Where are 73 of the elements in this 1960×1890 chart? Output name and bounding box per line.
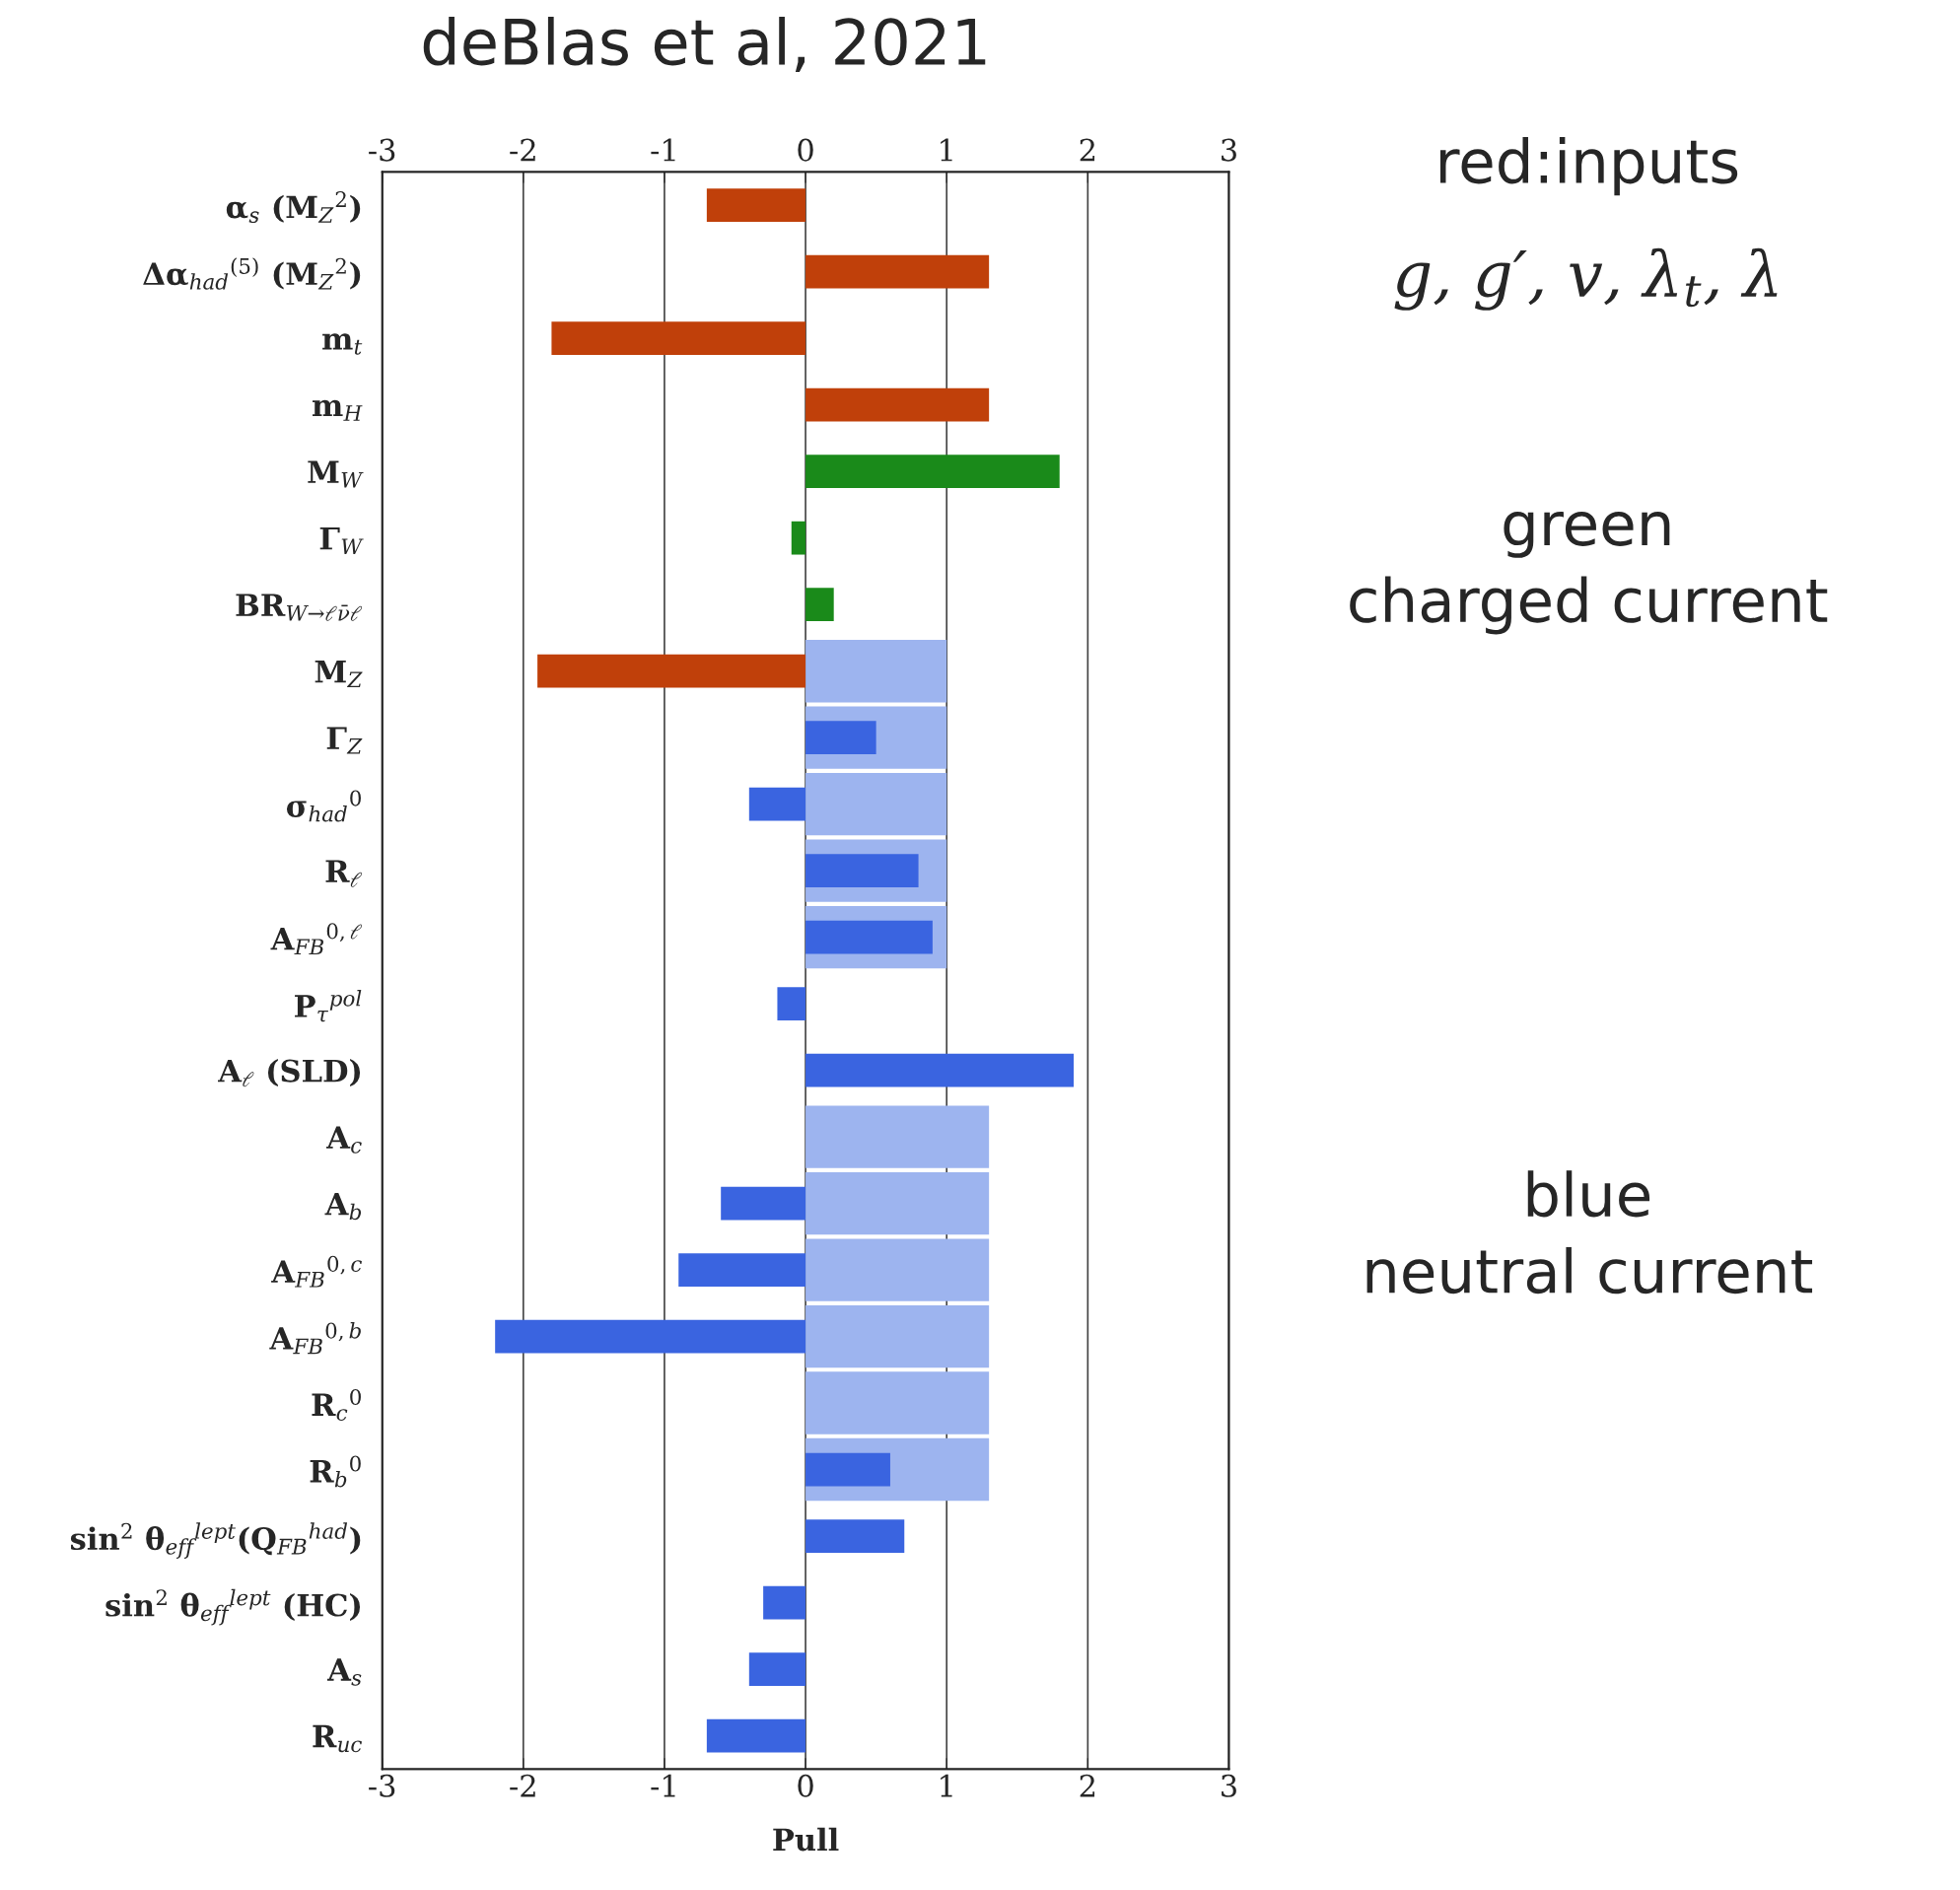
- bar: [805, 1171, 990, 1235]
- y-tick-label: R$_{uc}$: [313, 1724, 362, 1753]
- bar: [748, 787, 806, 821]
- y-tick-label: A$_{FB}$$^{0,c}$: [271, 1255, 362, 1288]
- x2-tick-label: -1: [651, 138, 675, 162]
- y-tick-label: sin$^{2}$ θ$_{eff}$$^{lept}$ (HC): [105, 1588, 361, 1626]
- bar: [805, 854, 919, 888]
- bar: [537, 654, 806, 688]
- bar: [805, 639, 947, 703]
- y-tick-label: A$_{s}$: [326, 1658, 362, 1686]
- bar: [805, 1371, 990, 1435]
- text: blue neutral current: [1366, 1170, 1813, 1295]
- y-tick-label: A$_{ℓ}$ (SLD): [218, 1059, 361, 1087]
- y-tick-label: Δα$_{had}$$^{(5)}$ (M$_{Z}$$^{2}$): [143, 257, 361, 290]
- text: g, g′, v, λ$_{t}$, λ: [1394, 247, 1778, 311]
- bar: [495, 1319, 806, 1354]
- bar: [805, 1053, 1075, 1087]
- bar: [763, 1585, 806, 1620]
- bar: [721, 1186, 806, 1221]
- bar: [551, 321, 806, 356]
- x2-tick-label: 2: [1080, 138, 1095, 162]
- y-tick-label: R$_{c}$$^{0}$: [312, 1388, 361, 1421]
- x-tick-label: -3: [369, 1774, 395, 1797]
- x2-tick-label: 3: [1222, 138, 1236, 162]
- y-tick-label: A$_{b}$: [324, 1192, 362, 1221]
- y-tick-label: Γ$_{Z}$: [326, 727, 363, 754]
- bar: [805, 721, 876, 755]
- category-label: sin$^{2}$ θ$_{eff}$$^{lept}$(Q$_{FB}$$^{had}$): [70, 1522, 361, 1559]
- bar: [805, 1238, 990, 1301]
- x-tick-label: 3: [1222, 1774, 1236, 1797]
- x2-tick-label: -3: [369, 138, 395, 162]
- text: red:inputs: [1439, 137, 1738, 196]
- bar: [805, 1452, 890, 1487]
- y-tick-label: A$_{FB}$$^{0,b}$: [269, 1322, 361, 1355]
- y-tick-label: R$_{b}$$^{0}$: [310, 1455, 361, 1488]
- text: green charged current: [1350, 511, 1828, 635]
- y-tick-label: A$_{FB}$$^{0,ℓ}$: [270, 923, 362, 955]
- bar: [805, 455, 1060, 489]
- bar: [791, 521, 806, 555]
- x-tick-label: 2: [1080, 1774, 1095, 1797]
- y-tick-label: P$_{τ}$$^{pol}$: [295, 990, 362, 1022]
- y-tick-label: M$_{Z}$: [315, 660, 363, 687]
- bar: [777, 987, 806, 1020]
- bar: [678, 1253, 806, 1287]
- chart-title: deBlas et al, 2021: [423, 17, 986, 72]
- x-tick-label: -2: [510, 1774, 535, 1797]
- y-tick-label: m$_{t}$: [322, 333, 363, 355]
- bar: [805, 1304, 990, 1368]
- bar: [805, 254, 990, 289]
- y-tick-label: R$_{ℓ}$: [325, 860, 362, 887]
- bar: [805, 1519, 905, 1553]
- y-tick-label: Γ$_{W}$: [319, 526, 364, 554]
- x-tick-label: -1: [651, 1774, 675, 1797]
- x-tick-label: 1: [941, 1774, 952, 1797]
- bar: [805, 772, 947, 836]
- x2-tick-label: 0: [798, 138, 813, 162]
- x2-tick-label: 1: [941, 138, 952, 162]
- y-tick-label: σ$_{had}$$^{0}$: [286, 790, 361, 822]
- x-axis-title: Pull: [773, 1827, 839, 1852]
- y-tick-label: BR$_{W→ℓν̄ℓ}$: [236, 594, 363, 621]
- bar: [805, 920, 933, 954]
- bar: [805, 1105, 990, 1168]
- bar: [748, 1652, 806, 1686]
- x-tick-label: 0: [798, 1774, 813, 1797]
- y-tick-label: m$_{H}$: [313, 399, 363, 421]
- bar: [805, 387, 990, 422]
- bar: [805, 588, 834, 622]
- x2-tick-label: -2: [510, 138, 535, 162]
- bar: [706, 188, 806, 223]
- y-tick-label: M$_{W}$: [308, 460, 364, 488]
- y-tick-label: A$_{c}$: [326, 1126, 362, 1154]
- bar: [706, 1718, 806, 1753]
- y-tick-label: α$_{s}$ (M$_{Z}$$^{2}$): [226, 191, 361, 224]
